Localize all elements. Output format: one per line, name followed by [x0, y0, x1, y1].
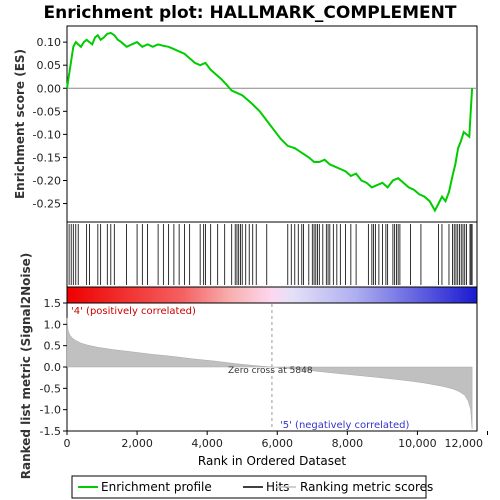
metric-x-tick-label: 8,000 — [332, 437, 364, 450]
metric-x-label: Rank in Ordered Dataset — [198, 454, 346, 468]
es-y-tick-label: -0.15 — [33, 151, 61, 164]
metric-y-tick-label: -1.5 — [40, 425, 61, 438]
chart-title: Enrichment plot: HALLMARK_COMPLEMENT — [43, 3, 456, 23]
es-y-tick-label: -0.25 — [33, 198, 61, 211]
es-y-tick-label: -0.10 — [33, 128, 61, 141]
metric-y-tick-label: 0.5 — [44, 340, 62, 353]
es-y-tick-label: -0.05 — [33, 105, 61, 118]
es-panel — [66, 25, 478, 223]
es-y-tick-label: 0.00 — [37, 82, 62, 95]
es-y-tick-label: 0.10 — [37, 36, 62, 49]
es-y-label: Enrichment score (ES) — [13, 49, 27, 199]
metric-x-tick-label: 2,000 — [121, 437, 153, 450]
metric-y-tick-label: 1.0 — [44, 318, 62, 331]
negative-correlation-label: '5' (negatively correlated) — [280, 420, 409, 431]
positive-correlation-label: '4' (positively correlated) — [71, 306, 196, 317]
metric-y-tick-label: -1.0 — [40, 404, 61, 417]
metric-x-tick-label: 6,000 — [262, 437, 294, 450]
es-y-tick-label: -0.20 — [33, 174, 61, 187]
zero-cross-label: Zero cross at 5848 — [228, 366, 313, 376]
metric-y-tick-label: 1.5 — [44, 297, 62, 310]
metric-x-tick-label: 0 — [64, 437, 71, 450]
metric-x-axis: 0 2,000 4,000 6,000 8,000 10,000 12,000 — [64, 431, 489, 450]
metric-y-tick-label: -0.5 — [40, 382, 61, 395]
hits-marks — [68, 224, 473, 285]
hits-panel — [66, 221, 478, 288]
legend-profile-label: Enrichment profile — [101, 480, 212, 494]
metric-y-tick-label: 0.0 — [44, 361, 62, 374]
legend-metric-label: Ranking metric scores — [300, 480, 433, 494]
metric-y-axis: 1.5 1.0 0.5 0.0 -0.5 -1.0 -1.5 — [40, 297, 67, 438]
rank-gradient-bar — [66, 286, 478, 304]
metric-x-tick-label: 4,000 — [191, 437, 223, 450]
metric-x-tick-label: 10,000 — [398, 437, 437, 450]
enrichment-profile-line — [66, 31, 474, 213]
es-y-tick-label: 0.05 — [37, 59, 62, 72]
es-y-axis: 0.10 0.05 0.00 -0.05 -0.10 -0.15 -0.20 -0.25 — [33, 36, 67, 211]
metric-y-label: Ranked list metric (Signal2Noise) — [19, 253, 33, 480]
metric-x-tick-label: 12,000 — [445, 437, 484, 450]
